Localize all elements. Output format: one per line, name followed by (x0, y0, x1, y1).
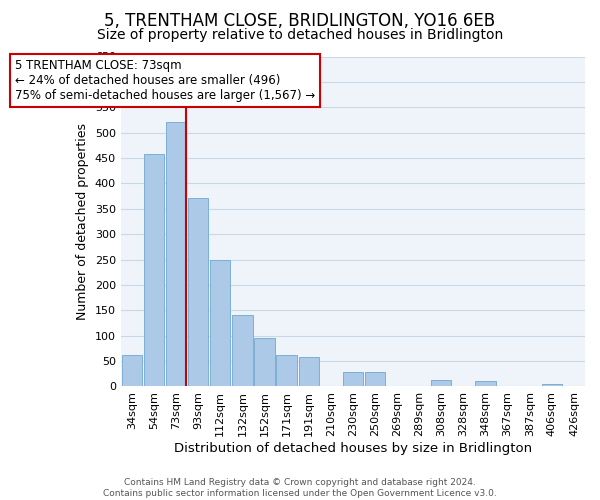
Bar (343, 372, 363, 386)
Bar (475, 382, 496, 386)
Bar (431, 380, 451, 386)
Text: Size of property relative to detached houses in Bridlington: Size of property relative to detached ho… (97, 28, 503, 42)
Bar (166, 122, 186, 386)
Bar (254, 338, 275, 386)
X-axis label: Distribution of detached houses by size in Bridlington: Distribution of detached houses by size … (174, 442, 532, 455)
Text: Contains HM Land Registry data © Crown copyright and database right 2024.
Contai: Contains HM Land Registry data © Crown c… (103, 478, 497, 498)
Bar (188, 198, 208, 386)
Bar (299, 357, 319, 386)
Y-axis label: Number of detached properties: Number of detached properties (76, 123, 89, 320)
Bar (122, 355, 142, 386)
Bar (542, 384, 562, 386)
Bar (232, 315, 253, 386)
Text: 5, TRENTHAM CLOSE, BRIDLINGTON, YO16 6EB: 5, TRENTHAM CLOSE, BRIDLINGTON, YO16 6EB (104, 12, 496, 30)
Bar (365, 372, 385, 386)
Bar (144, 154, 164, 386)
Text: 5 TRENTHAM CLOSE: 73sqm
← 24% of detached houses are smaller (496)
75% of semi-d: 5 TRENTHAM CLOSE: 73sqm ← 24% of detache… (15, 59, 315, 102)
Bar (210, 260, 230, 386)
Bar (277, 355, 297, 386)
